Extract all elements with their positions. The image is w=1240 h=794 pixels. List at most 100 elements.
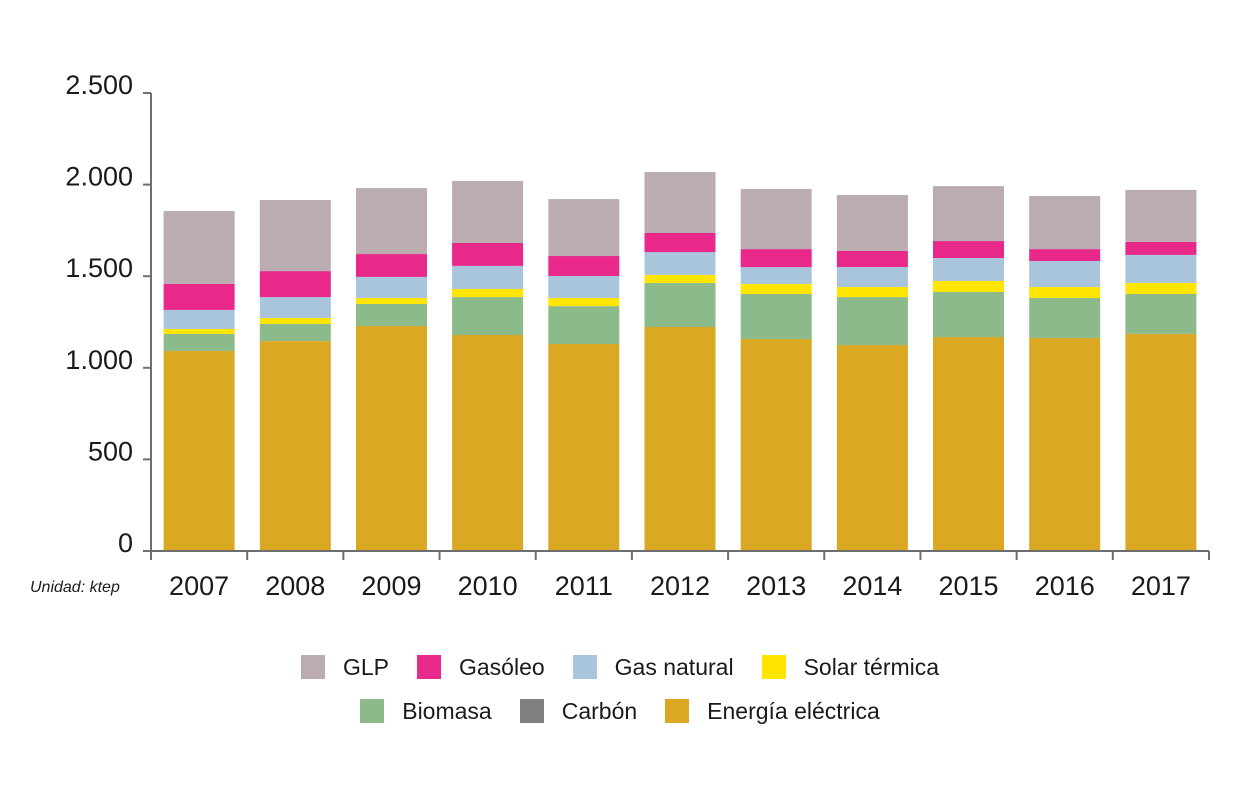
legend-label-energia-electrica: Energía eléctrica (707, 697, 880, 724)
legend-swatch-biomasa (360, 699, 385, 723)
legend-item-biomasa: Biomasa (360, 697, 492, 725)
x-tick-label-2017: 2017 (1131, 571, 1191, 601)
x-tick-label-2014: 2014 (842, 571, 902, 601)
bar-gas-natural-2011 (548, 276, 620, 298)
legend-label-gas-natural: Gas natural (614, 653, 734, 680)
bar-biomasa-2007 (163, 333, 235, 351)
bar-biomasa-2015 (933, 292, 1004, 338)
y-tick-label: 1.500 (65, 253, 133, 283)
legend-swatch-carbon (519, 699, 544, 723)
x-tick-label-2009: 2009 (361, 571, 421, 601)
y-tick-label: 2.500 (65, 70, 133, 100)
bar-energia-electrica-2015 (933, 337, 1004, 551)
x-tick-label-2013: 2013 (746, 571, 806, 601)
bar-gasoleo-2012 (644, 233, 716, 253)
bar-solar-termica-2015 (933, 281, 1004, 292)
y-ticks-group: 0 500 1.000 1.500 2.000 2.500 (65, 70, 151, 558)
bar-energia-electrica-2013 (740, 339, 812, 551)
legend-swatch-glp (300, 655, 325, 679)
bar-energia-electrica-2010 (452, 335, 524, 551)
bar-gasoleo-2014 (836, 250, 908, 267)
legend-label-biomasa: Biomasa (402, 697, 492, 724)
bar-gasoleo-2017 (1125, 241, 1197, 255)
x-tick-label-2010: 2010 (458, 571, 518, 601)
y-tick-label: 0 (118, 528, 133, 558)
bar-solar-termica-2014 (836, 287, 908, 298)
bar-stack-2013 (740, 189, 812, 551)
bar-gasoleo-2013 (740, 249, 812, 268)
bar-glp-2010 (452, 180, 524, 243)
bar-biomasa-2008 (259, 324, 331, 341)
bar-biomasa-2014 (836, 297, 908, 346)
bar-biomasa-2016 (1029, 298, 1101, 338)
bar-gas-natural-2012 (644, 252, 716, 275)
legend-label-glp: GLP (342, 653, 389, 680)
bar-gas-natural-2009 (356, 276, 427, 298)
x-tick-label-2012: 2012 (650, 571, 710, 601)
bar-energia-electrica-2009 (356, 326, 427, 551)
bars-group (163, 172, 1197, 551)
bar-glp-2012 (644, 172, 716, 233)
bar-solar-termica-2013 (740, 284, 812, 294)
bar-energia-electrica-2014 (836, 345, 908, 551)
bar-gasoleo-2011 (548, 256, 620, 276)
legend-swatch-gas-natural (572, 655, 597, 679)
bar-gasoleo-2016 (1029, 249, 1101, 261)
bar-gasoleo-2010 (452, 243, 524, 266)
bar-gas-natural-2015 (933, 258, 1004, 281)
x-tick-label-2016: 2016 (1035, 571, 1095, 601)
legend-swatch-gasoleo (416, 655, 441, 679)
bar-glp-2016 (1029, 196, 1101, 250)
bar-energia-electrica-2011 (548, 344, 620, 551)
y-tick-label: 1.000 (65, 345, 133, 375)
legend-item-gasoleo: Gasóleo (416, 653, 545, 681)
legend-item-gas-natural: Gas natural (572, 653, 734, 681)
bar-stack-2014 (836, 195, 908, 551)
legend-item-carbon: Carbón (519, 697, 638, 725)
bar-gas-natural-2010 (452, 265, 524, 289)
bar-solar-termica-2012 (644, 274, 716, 283)
bar-biomasa-2017 (1125, 294, 1197, 334)
bar-biomasa-2012 (644, 283, 716, 327)
bar-gas-natural-2017 (1125, 254, 1197, 283)
bar-energia-electrica-2007 (163, 350, 235, 551)
legend-label-solar-termica: Solar térmica (803, 653, 940, 680)
legend: GLP Gasóleo Gas natural Solar térmica Bioma… (0, 647, 1240, 731)
bar-gasoleo-2009 (356, 254, 427, 277)
bar-solar-termica-2010 (452, 289, 524, 298)
bar-stack-2017 (1125, 189, 1197, 551)
bar-glp-2009 (356, 188, 427, 255)
x-tick-label-2008: 2008 (265, 571, 325, 601)
bar-biomasa-2011 (548, 306, 620, 344)
bar-solar-termica-2009 (356, 298, 427, 304)
bar-stack-2009 (356, 188, 427, 551)
bar-energia-electrica-2012 (644, 326, 716, 551)
bar-stack-2016 (1029, 196, 1101, 551)
legend-row-2: Biomasa Carbón Energía eléctrica (0, 691, 1240, 731)
bar-glp-2014 (836, 195, 908, 251)
bar-solar-termica-2011 (548, 298, 620, 307)
bar-energia-electrica-2016 (1029, 337, 1101, 551)
bar-glp-2008 (259, 200, 331, 272)
bar-stack-2011 (548, 199, 620, 551)
legend-row-1: GLP Gasóleo Gas natural Solar térmica (0, 647, 1240, 687)
bar-stack-2010 (452, 180, 524, 551)
bar-gas-natural-2013 (740, 267, 812, 284)
bar-energia-electrica-2017 (1125, 333, 1197, 551)
bar-gas-natural-2007 (163, 309, 235, 329)
bar-solar-termica-2008 (259, 318, 331, 324)
bar-energia-electrica-2008 (259, 341, 331, 551)
bar-gasoleo-2007 (163, 283, 235, 310)
bar-gas-natural-2016 (1029, 261, 1101, 287)
y-tick-label: 500 (88, 436, 133, 466)
legend-item-glp: GLP (300, 653, 389, 681)
legend-label-carbon: Carbón (561, 697, 638, 724)
legend-swatch-solar-termica (761, 655, 786, 679)
legend-label-gasoleo: Gasóleo (458, 653, 545, 680)
bar-stack-2015 (933, 186, 1004, 551)
bar-stack-2007 (163, 211, 235, 551)
bar-glp-2017 (1125, 189, 1197, 242)
bar-solar-termica-2016 (1029, 287, 1101, 298)
unit-note: Unidad: ktep (30, 579, 120, 596)
bar-gasoleo-2015 (933, 241, 1004, 258)
